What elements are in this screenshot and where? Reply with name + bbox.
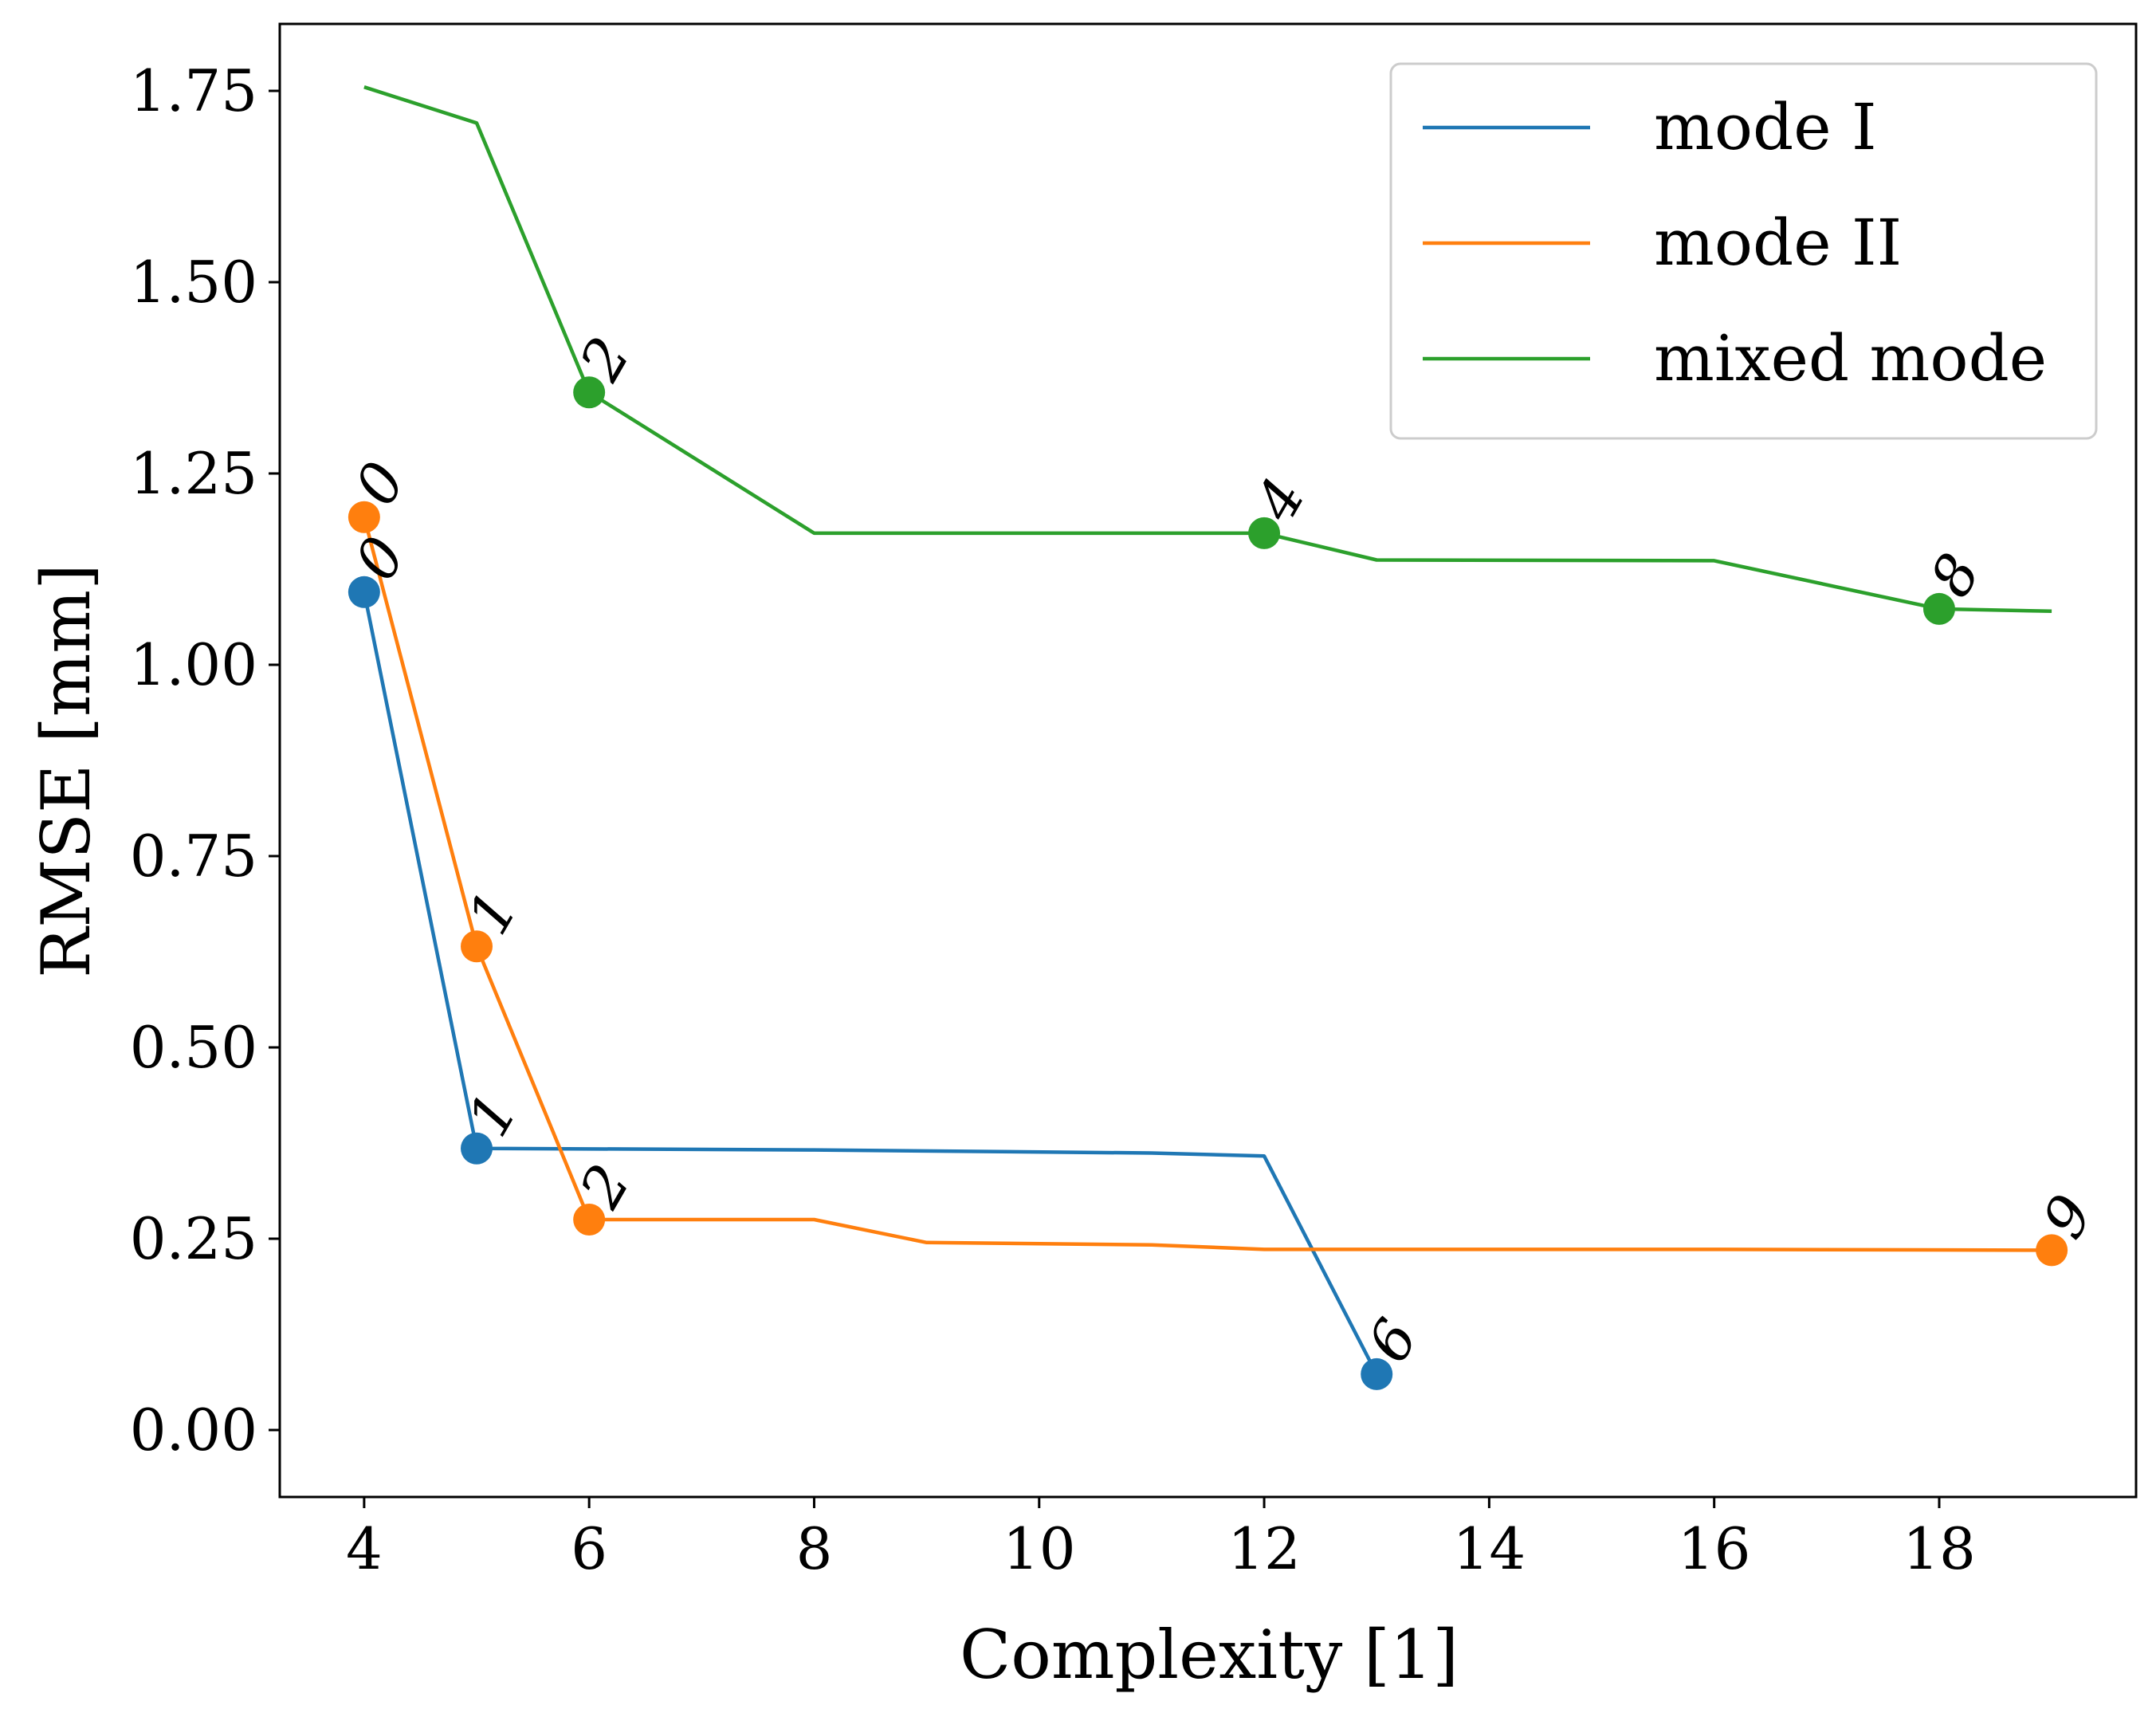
data-point xyxy=(1922,592,1955,625)
x-tick-label: 10 xyxy=(1003,1515,1076,1582)
data-point xyxy=(348,501,380,533)
series-line-mode-II xyxy=(362,517,2052,1252)
x-tick-label: 8 xyxy=(796,1515,833,1582)
x-tick-label: 18 xyxy=(1903,1515,1976,1582)
data-point xyxy=(461,930,493,963)
x-tick-label: 14 xyxy=(1453,1515,1526,1582)
y-tick-label: 1.25 xyxy=(130,440,257,507)
y-tick-label: 0.75 xyxy=(130,823,257,890)
data-point xyxy=(348,576,380,608)
data-point xyxy=(573,376,606,409)
x-tick-label: 12 xyxy=(1227,1515,1301,1582)
legend-label: mode II xyxy=(1654,206,1902,280)
x-tick-label: 4 xyxy=(346,1515,383,1582)
y-tick-label: 0.25 xyxy=(130,1205,257,1272)
axes: 4 6 8 10 12 14 16 18 0.00 0.25 0.50 0.75 1.00 1.25 1.5… xyxy=(130,22,2138,1582)
series-line-mode-I xyxy=(362,591,1379,1375)
y-axis-title: RMSE [mm] xyxy=(27,564,105,978)
x-tick-label: 6 xyxy=(571,1515,607,1582)
y-tick-label: 1.75 xyxy=(130,57,257,124)
y-tick-label: 0.50 xyxy=(130,1014,257,1081)
legend-label: mode I xyxy=(1654,90,1877,164)
y-tick-label: 1.00 xyxy=(130,631,257,698)
y-tick-label: 1.50 xyxy=(130,249,257,316)
data-point xyxy=(2036,1234,2068,1267)
y-tick-label: 0.00 xyxy=(130,1397,257,1464)
legend: mode I mode II mixed mode xyxy=(1389,62,2098,440)
legend-frame xyxy=(1389,62,2098,440)
x-axis-title: Complexity [1] xyxy=(960,1616,1459,1694)
data-point xyxy=(461,1132,493,1165)
data-point xyxy=(1248,517,1281,549)
data-point xyxy=(573,1204,606,1236)
data-point xyxy=(1361,1357,1393,1390)
legend-label: mixed mode xyxy=(1654,321,2047,395)
plot-frame xyxy=(278,22,2138,1499)
x-tick-label: 16 xyxy=(1678,1515,1751,1582)
